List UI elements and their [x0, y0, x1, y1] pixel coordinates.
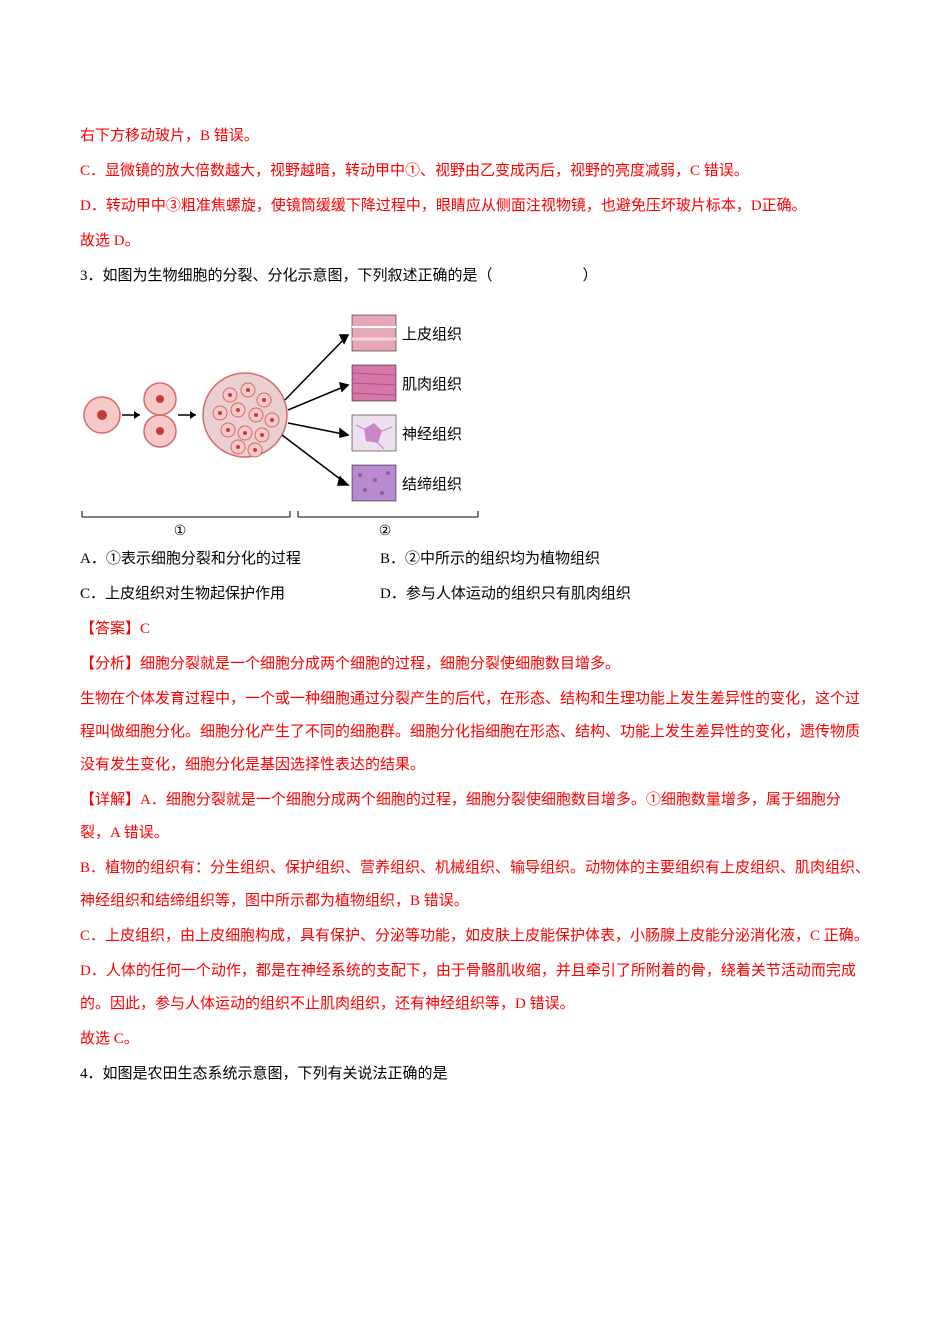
q3-optC: C．上皮组织对生物起保护作用 [80, 578, 380, 611]
analysis-l1: 细胞分裂就是一个细胞分成两个细胞的过程，细胞分裂使细胞数目增多。 [140, 656, 620, 672]
prev-explain-b: 右下方移动玻片，B 错误。 [80, 120, 870, 153]
tissue-label-4: 结缔组织 [402, 476, 462, 493]
q3-stem-text: 3．如图为生物细胞的分裂、分化示意图，下列叙述正确的是（ [80, 268, 493, 284]
axis-label-2: ② [379, 524, 392, 539]
q3-optB: B．②中所示的组织均为植物组织 [380, 543, 740, 576]
q3-options-row1: A．①表示细胞分裂和分化的过程 B．②中所示的组织均为植物组织 [80, 543, 870, 576]
q3-analysis: 【分析】细胞分裂就是一个细胞分成两个细胞的过程，细胞分裂使细胞数目增多。 [80, 648, 870, 681]
cell-division-diagram: 上皮组织 肌肉组织 神经组织 结缔组织 ① ② [80, 305, 480, 539]
prev-explain-c: C．显微镜的放大倍数越大，视野越暗，转动甲中①、视野由乙变成丙后，视野的亮度减弱… [80, 155, 870, 188]
document-page: 右下方移动玻片，B 错误。 C．显微镜的放大倍数越大，视野越暗，转动甲中①、视野… [0, 0, 950, 1344]
tissue-label-3: 神经组织 [402, 426, 462, 443]
prev-explain-d: D．转动甲中③粗准焦螺旋，使镜筒缓缓下降过程中，眼睛应从侧面注视物镜，也避免压坏… [80, 190, 870, 223]
two-cell-bottom-nucleus [156, 427, 164, 435]
axis-label-1: ① [174, 524, 187, 539]
q3-detail-C: C．上皮组织，由上皮细胞构成，具有保护、分泌等功能，如皮肤上皮能保护体表，小肠腺… [80, 920, 870, 953]
two-cell-top-nucleus [156, 395, 164, 403]
q3-stem: 3．如图为生物细胞的分裂、分化示意图，下列叙述正确的是（ ） [80, 260, 870, 293]
q3-answer: 【答案】C [80, 613, 870, 646]
tissue-epithelial-swatch [352, 315, 396, 351]
arrowhead-icon [134, 411, 140, 419]
q3-diagram-wrap: 上皮组织 肌肉组织 神经组织 结缔组织 ① ② [80, 305, 480, 539]
tissue-label-2: 肌肉组织 [402, 376, 462, 393]
analysis-label: 【分析】 [80, 656, 140, 672]
q3-detail-A: 【详解】A．细胞分裂就是一个细胞分成两个细胞的过程，细胞分裂使细胞数目增多。①细… [80, 784, 870, 850]
detail-label: 【详解】 [80, 792, 140, 808]
detail-A-text: A．细胞分裂就是一个细胞分成两个细胞的过程，细胞分裂使细胞数目增多。①细胞数量增… [80, 792, 841, 841]
arrowhead-icon [190, 411, 196, 419]
q3-options-row2: C．上皮组织对生物起保护作用 D．参与人体运动的组织只有肌肉组织 [80, 578, 870, 611]
single-cell-nucleus [97, 410, 107, 420]
q3-optD: D．参与人体运动的组织只有肌肉组织 [380, 578, 740, 611]
q4-stem: 4．如图是农田生态系统示意图，下列有关说法正确的是 [80, 1058, 870, 1091]
q3-optA: A．①表示细胞分裂和分化的过程 [80, 543, 380, 576]
q3-detail-D: D．人体的任何一个动作，都是在神经系统的支配下，由于骨骼肌收缩，并且牵引了所附着… [80, 955, 870, 1021]
prev-conclusion: 故选 D。 [80, 225, 870, 258]
tissue-label-1: 上皮组织 [402, 326, 462, 343]
tissue-connective-swatch [352, 465, 396, 501]
axis-bracket-2 [298, 511, 478, 517]
q3-stem-close: ） [583, 268, 598, 284]
q3-analysis-l2: 生物在个体发育过程中，一个或一种细胞通过分裂产生的后代，在形态、结构和生理功能上… [80, 683, 870, 782]
axis-bracket-1 [82, 511, 290, 517]
q3-conclusion: 故选 C。 [80, 1023, 870, 1056]
branch-arrows [282, 335, 348, 485]
q3-detail-B: B．植物的组织有：分生组织、保护组织、营养组织、机械组织、输导组织。动物体的主要… [80, 852, 870, 918]
